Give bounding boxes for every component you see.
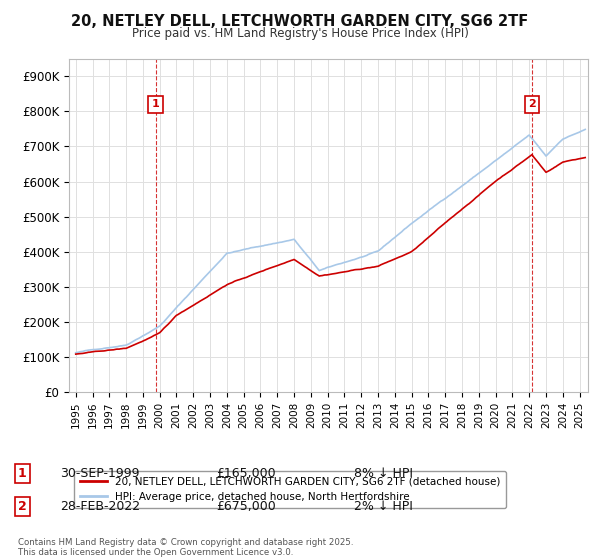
Text: 2% ↓ HPI: 2% ↓ HPI: [354, 500, 413, 514]
Text: 30-SEP-1999: 30-SEP-1999: [60, 466, 139, 480]
Text: 28-FEB-2022: 28-FEB-2022: [60, 500, 140, 514]
Text: 2: 2: [528, 99, 536, 109]
Legend: 20, NETLEY DELL, LETCHWORTH GARDEN CITY, SG6 2TF (detached house), HPI: Average : 20, NETLEY DELL, LETCHWORTH GARDEN CITY,…: [74, 470, 506, 508]
Text: £165,000: £165,000: [216, 466, 275, 480]
Text: Contains HM Land Registry data © Crown copyright and database right 2025.
This d: Contains HM Land Registry data © Crown c…: [18, 538, 353, 557]
Text: 1: 1: [18, 466, 27, 480]
Text: 1: 1: [152, 99, 160, 109]
Text: Price paid vs. HM Land Registry's House Price Index (HPI): Price paid vs. HM Land Registry's House …: [131, 27, 469, 40]
Text: 20, NETLEY DELL, LETCHWORTH GARDEN CITY, SG6 2TF: 20, NETLEY DELL, LETCHWORTH GARDEN CITY,…: [71, 14, 529, 29]
Text: 2: 2: [18, 500, 27, 514]
Text: £675,000: £675,000: [216, 500, 276, 514]
Text: 8% ↓ HPI: 8% ↓ HPI: [354, 466, 413, 480]
